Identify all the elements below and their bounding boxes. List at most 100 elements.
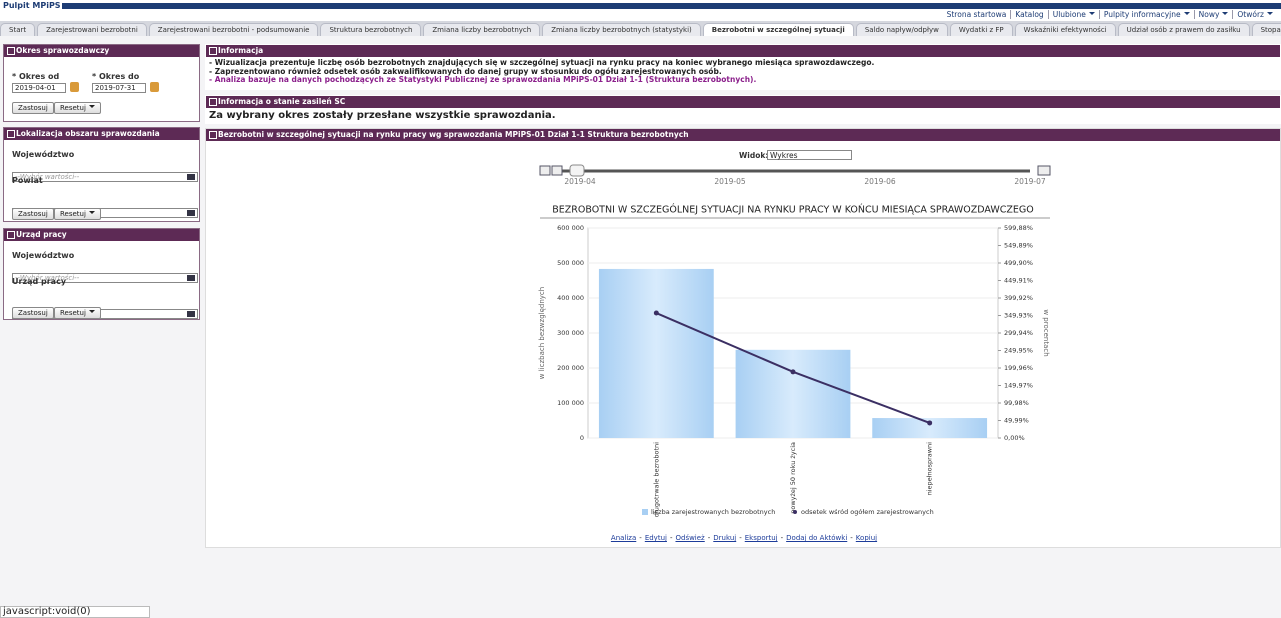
y2-tick-label: 149,97% [1004,382,1033,390]
reset-button[interactable]: Resetuj [54,208,101,220]
slider-label: 2019-07 [1014,177,1046,186]
top-link[interactable]: Nowy [1193,10,1233,19]
calendar-icon[interactable] [150,82,159,92]
y-tick-label: 0 [580,434,584,442]
y-axis-label: w liczbach bezwzględnych [538,287,546,379]
panel-header: Informacja [206,45,1280,57]
y2-tick-label: 49,99% [1004,417,1029,425]
y-tick-label: 500 000 [557,259,584,267]
filter-panel: Lokalizacja obszaru sprawozdania Wojewódz… [3,127,200,222]
y2-tick-label: 399,92% [1004,294,1033,302]
y-tick-label: 600 000 [557,224,584,232]
y2-tick-label: 0,00% [1004,434,1025,442]
view-label: Widok: [739,151,769,160]
y2-tick-label: 449,91% [1004,277,1033,285]
chart-link[interactable]: Odśwież [675,534,705,542]
tab[interactable]: Stopa bezrobocia [1251,23,1281,36]
label: * Okres od [12,72,60,81]
tab[interactable]: Zmiana liczby bezrobotnych [423,23,541,36]
chart-link[interactable]: Eksportuj [744,534,778,542]
apply-button[interactable]: Zastosuj [12,102,54,114]
chart-link[interactable]: Kopiuj [855,534,878,542]
reset-button[interactable]: Resetuj [54,307,101,319]
y-tick-label: 100 000 [557,399,584,407]
status-text: Za wybrany okres zostały przesłane wszys… [209,110,556,121]
point [653,310,659,316]
tab[interactable]: Start [0,23,36,36]
y2-tick-label: 549,89% [1004,242,1033,250]
slider-thumb [569,164,585,177]
select[interactable]: --Wybór wartości-- [12,172,198,182]
slider-label: 2019-05 [714,177,746,186]
app-title: Pulpit MPiPS [3,1,61,10]
y-tick-label: 200 000 [557,364,584,372]
apply-button[interactable]: Zastosuj [12,307,54,319]
link-separator: - [669,534,673,542]
top-link[interactable]: Katalog [1010,10,1047,19]
chart-link[interactable]: Dodaj do Aktówki [786,534,848,542]
chart-panel: Bezrobotni w szczególnej sytuacji na ryn… [205,128,1281,548]
date-input[interactable]: 2019-07-31 [92,83,146,93]
y2-tick-label: 599,88% [1004,224,1033,232]
info-line: - Wizualizacja prezentuje liczbę osób be… [209,58,875,67]
slider-button [1037,165,1051,176]
top-link[interactable]: Strona startowa [946,10,1007,19]
reset-button[interactable]: Resetuj [54,102,101,114]
tab[interactable]: Zarejestrowani bezrobotni [37,23,147,36]
chart-link[interactable]: Edytuj [644,534,667,542]
panel-header: Urząd pracy [4,229,199,241]
chart: 2019-04 2019-05 2019-06 2019-07 BEZROBOTNI W… [538,164,1051,517]
date-input[interactable]: 2019-04-01 [12,83,66,93]
link-separator: - [639,534,642,542]
slider-button [539,165,551,176]
tab[interactable]: Wydatki z FP [949,23,1013,36]
apply-button[interactable]: Zastosuj [12,208,54,220]
chart-title: BEZROBOTNI W SZCZEGÓLNEJ SYTUACJI NA RYN… [552,204,1034,216]
tabs: Start Zarejestrowani bezrobotni Zarejestro… [0,21,1281,36]
point [790,369,796,375]
label: Województwo [12,150,75,159]
tab[interactable]: Saldo napływ/odpływ [855,23,948,36]
view-select[interactable]: Wykres [767,150,852,160]
tab[interactable]: Zarejestrowani bezrobotni - podsumowanie [148,23,319,36]
x-tick-label: długotrwale bezrobotni [652,442,660,517]
label: Urząd pracy [12,277,67,286]
info-line: - Analiza bazuje na danych pochodzących … [209,75,757,84]
top-link[interactable]: Pulpity informacyjne [1098,10,1194,19]
top-links: Strona startowa Katalog Ulubione Pulpity in… [943,10,1277,19]
y2-tick-label: 499,90% [1004,259,1033,267]
link-separator: - [780,534,784,542]
chart-link[interactable]: Analiza [610,534,637,542]
tab[interactable]: Zmiana liczby bezrobotnych (statystyki) [542,23,701,36]
chart-links: Analiza - Edytuj - Odśwież - Drukuj - Eksportuj -… [206,533,1281,542]
y2-tick-label: 349,93% [1004,312,1033,320]
point [927,420,933,426]
tab[interactable]: Udział osób z prawem do zasiłku [1117,23,1250,36]
panel-header: Okres sprawozdawczy [4,45,199,57]
bar [872,418,988,438]
legend-swatch [642,509,648,515]
calendar-icon[interactable] [70,82,79,92]
x-tick-label: powyżej 50 roku życia [789,442,797,514]
top-link[interactable]: Otwórz [1232,10,1277,19]
select[interactable]: --Wybór wartości-- [12,273,198,283]
slider-label: 2019-06 [864,177,896,186]
panel-header: Lokalizacja obszaru sprawozdania [4,128,199,140]
tab[interactable]: Struktura bezrobotnych [320,23,422,36]
info-panel: Informacja - Wizualizacja prezentuje lic… [205,44,1281,90]
slider-label: 2019-04 [564,177,596,186]
filter-panel: Okres sprawozdawczy * Okres od * Okres d… [3,44,200,122]
top-link[interactable]: Ulubione [1047,10,1099,19]
y2-axis-label: w procentach [1042,309,1050,356]
panel-header: Informacja o stanie zasileń SC [206,96,1280,108]
legend-marker [793,510,797,514]
tab[interactable]: Bezrobotni w szczególnej sytuacji [702,23,854,36]
y2-tick-label: 249,95% [1004,347,1033,355]
tab[interactable]: Wskaźniki efektywności [1014,23,1116,36]
y-tick-label: 300 000 [557,329,584,337]
label: * Okres do [92,72,140,81]
chart-link[interactable]: Drukuj [713,534,737,542]
legend-label: liczba zarejestrowanych bezrobotnych [651,508,775,516]
filter-panel: Urząd pracy Województwo --Wybór wartości--… [3,228,200,320]
